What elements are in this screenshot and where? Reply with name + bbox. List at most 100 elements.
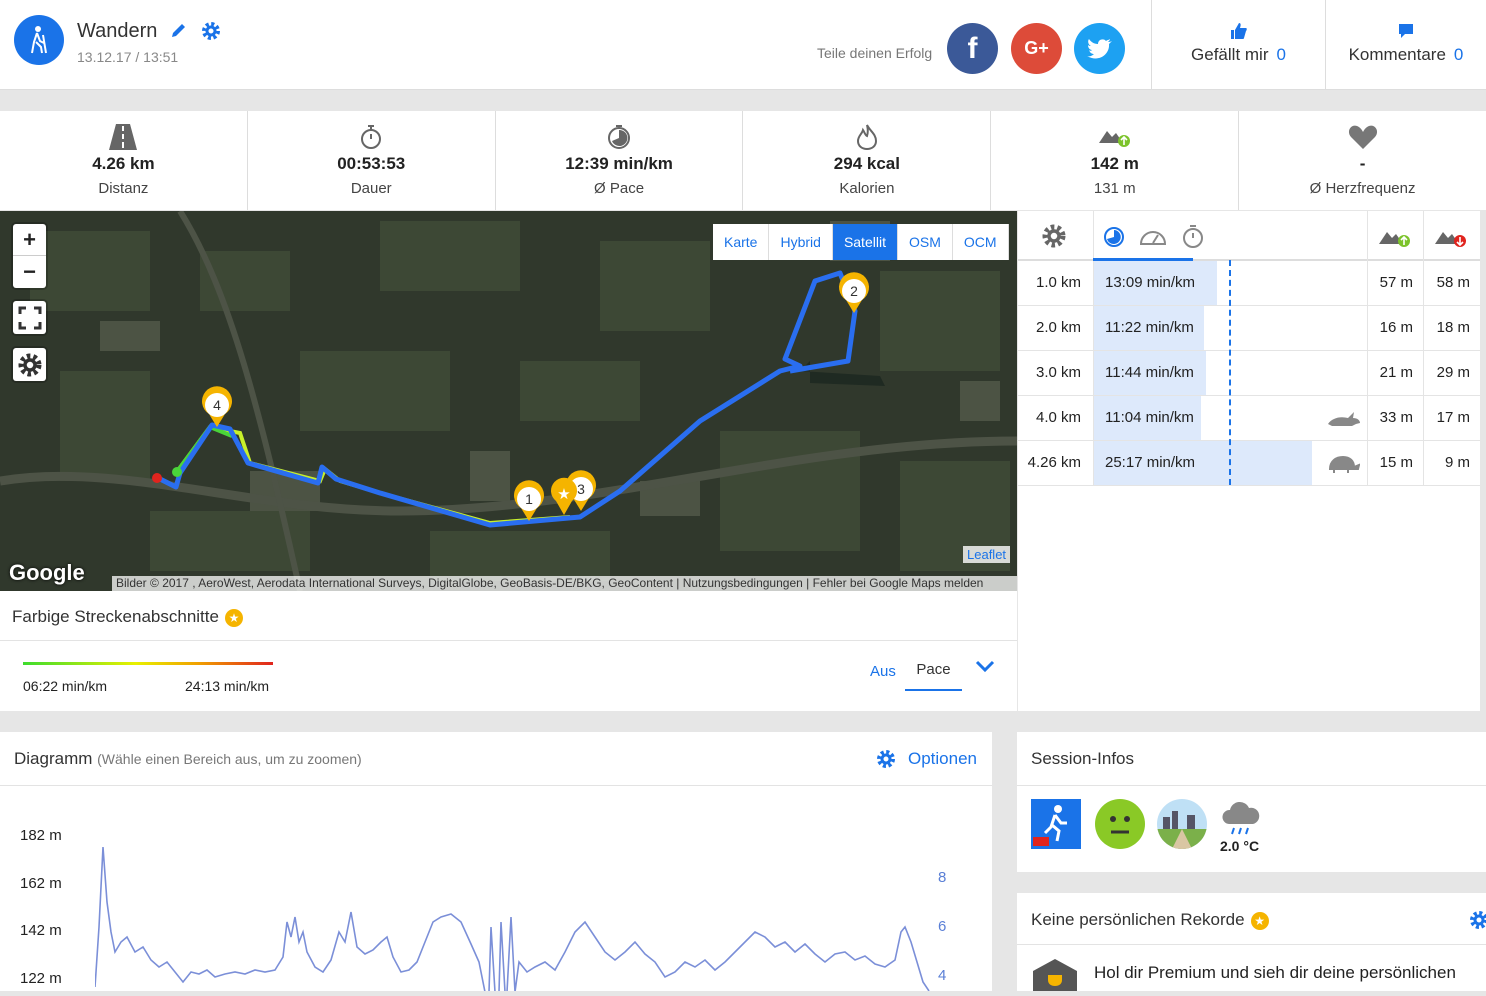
options-button[interactable]: Optionen bbox=[875, 748, 977, 770]
split-distance: 2.0 km bbox=[1035, 319, 1081, 336]
elevation-loss-icon bbox=[1435, 226, 1467, 253]
like-button[interactable]: Gefällt mir 0 bbox=[1152, 22, 1325, 65]
leaflet-link[interactable]: Leaflet bbox=[963, 546, 1011, 563]
stat-value: 142 m bbox=[1090, 154, 1139, 173]
split-row[interactable]: 4.0 km 11:04 min/km 33 m 17 m bbox=[1018, 396, 1480, 441]
layer-hybrid[interactable]: Hybrid bbox=[769, 224, 833, 260]
facebook-share-button[interactable]: f bbox=[947, 23, 998, 74]
split-row[interactable]: 2.0 km 11:22 min/km 16 m 18 m bbox=[1018, 306, 1480, 351]
stat-label: Ø Pace bbox=[594, 180, 645, 197]
gear-icon[interactable] bbox=[200, 20, 222, 47]
premium-star-icon: ★ bbox=[224, 608, 243, 627]
split-elevation-loss: 17 m bbox=[1423, 396, 1480, 440]
stat-value: - bbox=[1359, 154, 1366, 173]
gradient-max-label: 24:13 min/km bbox=[185, 678, 270, 694]
stat-label: Kalorien bbox=[839, 180, 895, 197]
session-info-panel: Session-Infos 2.0 °C bbox=[1017, 732, 1486, 872]
zoom-out-button[interactable]: − bbox=[23, 259, 36, 284]
speed-tab-icon[interactable] bbox=[1139, 226, 1167, 251]
layer-osm[interactable]: OSM bbox=[898, 224, 953, 260]
y-axis-label: 182 m bbox=[20, 827, 62, 844]
split-elevation-gain: 33 m bbox=[1367, 396, 1423, 440]
layer-karte[interactable]: Karte bbox=[713, 224, 770, 260]
twitter-icon bbox=[1086, 38, 1112, 58]
time-tab-icon[interactable] bbox=[1181, 224, 1205, 253]
thumbs-up-icon bbox=[1230, 23, 1247, 39]
chevron-down-icon[interactable] bbox=[974, 658, 996, 679]
diagram-plot[interactable] bbox=[95, 842, 935, 991]
stat-value: 00:53:53 bbox=[337, 154, 406, 173]
pace-bar bbox=[1093, 351, 1207, 395]
layer-satellit[interactable]: Satellit bbox=[832, 224, 898, 260]
elevation-icon bbox=[991, 123, 1238, 151]
split-row[interactable]: 3.0 km 11:44 min/km 21 m 29 m bbox=[1018, 351, 1480, 396]
split-distance: 4.0 km bbox=[1035, 409, 1081, 426]
stat-label: Dauer bbox=[350, 180, 392, 197]
stat-duration: 00:53:53 Dauer bbox=[248, 111, 496, 210]
pace-bar bbox=[1093, 306, 1204, 350]
googleplus-share-button[interactable]: G+ bbox=[1011, 23, 1062, 74]
marker-label: 2 bbox=[850, 283, 858, 299]
like-label: Gefällt mir bbox=[1191, 45, 1269, 64]
stat-label: Ø Herzfrequenz bbox=[1309, 180, 1416, 197]
average-pace-line bbox=[1229, 260, 1231, 485]
svg-text:★: ★ bbox=[557, 485, 570, 503]
split-elevation-gain: 21 m bbox=[1367, 351, 1423, 395]
comment-count: 0 bbox=[1453, 45, 1464, 64]
map-attribution[interactable]: Bilder © 2017 , AeroWest, Aerodata Inter… bbox=[112, 576, 1017, 591]
diagram-panel: Diagramm (Wähle einen Bereich aus, um zu… bbox=[0, 732, 992, 991]
comment-button[interactable]: Kommentare 0 bbox=[1326, 22, 1486, 65]
marker-label: 3 bbox=[577, 481, 585, 497]
diagram-title-text: Diagramm bbox=[14, 749, 93, 768]
pace-tab-icon[interactable] bbox=[1102, 224, 1126, 253]
stopwatch-icon bbox=[248, 123, 495, 151]
comment-icon bbox=[1399, 24, 1413, 38]
diagram-title: Diagramm (Wähle einen Bereich aus, um zu… bbox=[14, 749, 362, 769]
segments-off-option[interactable]: Aus bbox=[870, 663, 896, 680]
split-pace: 11:04 min/km bbox=[1093, 396, 1363, 440]
map-layer-switcher[interactable]: Karte Hybrid Satellit OSM OCM bbox=[713, 224, 1009, 260]
split-marker-2[interactable]: 2 bbox=[838, 272, 869, 313]
y-axis-label: 162 m bbox=[20, 875, 62, 892]
y2-axis-label: 4 bbox=[938, 967, 947, 984]
stat-value: 4.26 km bbox=[92, 154, 155, 173]
trophy-icon bbox=[1031, 959, 1079, 996]
pace-bar bbox=[1093, 441, 1312, 485]
stat-heartrate: - Ø Herzfrequenz bbox=[1239, 111, 1486, 210]
map-settings-button[interactable] bbox=[13, 348, 46, 381]
segments-pace-option[interactable]: Pace bbox=[905, 654, 962, 691]
comment-label: Kommentare bbox=[1348, 45, 1446, 64]
table-settings-gear-icon[interactable] bbox=[1041, 223, 1067, 254]
y-axis-label: 122 m bbox=[20, 970, 62, 987]
segments-title: Farbige Streckenabschnitte ★ bbox=[12, 607, 243, 627]
stats-row: 4.26 km Distanz 00:53:53 Dauer 12:39 min… bbox=[0, 111, 1486, 210]
star-marker[interactable]: ★ bbox=[550, 477, 578, 515]
heart-icon bbox=[1239, 123, 1486, 151]
split-marker-4[interactable]: 4 bbox=[202, 386, 232, 427]
temperature-value: 2.0 °C bbox=[1220, 838, 1260, 854]
split-row[interactable]: 1.0 km 13:09 min/km 57 m 58 m bbox=[1018, 261, 1480, 306]
fullscreen-button[interactable] bbox=[13, 301, 46, 334]
pace-icon bbox=[496, 123, 743, 151]
stat-calories: 294 kcal Kalorien bbox=[743, 111, 992, 210]
like-count: 0 bbox=[1276, 45, 1286, 64]
layer-ocm[interactable]: OCM bbox=[953, 224, 1009, 260]
zoom-in-button[interactable]: + bbox=[13, 224, 46, 256]
mood-neutral-icon bbox=[1095, 799, 1145, 849]
route-markers: 1 3 ★ 2 4 bbox=[202, 272, 869, 521]
records-panel: Keine persönlichen Rekorde ★ Hol dir Prem… bbox=[1017, 893, 1486, 991]
turtle-icon bbox=[1326, 453, 1361, 477]
pace-bar bbox=[1093, 396, 1201, 440]
split-marker-1[interactable]: 1 bbox=[514, 480, 545, 521]
pencil-icon[interactable] bbox=[170, 21, 188, 44]
gear-icon[interactable] bbox=[1468, 909, 1486, 936]
options-label: Optionen bbox=[908, 749, 977, 768]
splits-table-header bbox=[1018, 211, 1480, 261]
stat-label: 131 m bbox=[1093, 180, 1136, 197]
pace-bar bbox=[1093, 261, 1218, 305]
split-elevation-gain: 16 m bbox=[1367, 306, 1423, 350]
zoom-control[interactable]: + − bbox=[13, 224, 46, 288]
colored-segments-panel: Farbige Streckenabschnitte ★ 06:22 min/km… bbox=[0, 591, 1017, 711]
twitter-share-button[interactable] bbox=[1074, 23, 1125, 74]
